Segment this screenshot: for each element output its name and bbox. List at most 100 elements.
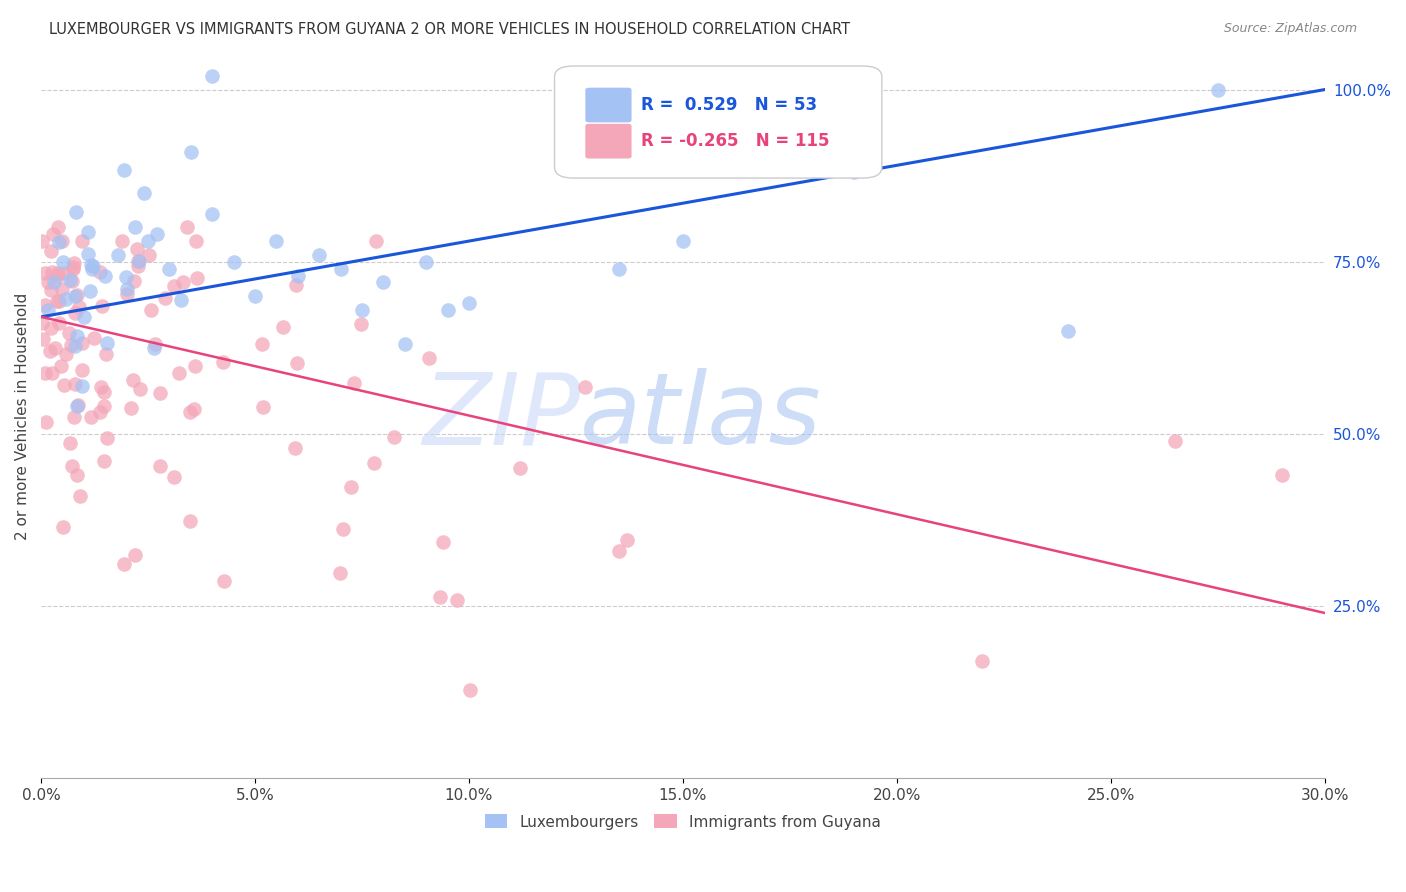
Point	[122, 274, 145, 288]
Point	[136, 234, 159, 248]
Point	[39, 244, 62, 258]
Point	[212, 574, 235, 589]
Point	[128, 253, 150, 268]
Point	[55, 292, 77, 306]
Point	[112, 163, 135, 178]
Point	[63, 377, 86, 392]
Point	[80, 258, 103, 272]
Point	[46, 269, 69, 284]
Point	[179, 405, 201, 419]
Point	[308, 248, 330, 262]
Point	[163, 470, 186, 484]
Point	[250, 337, 273, 351]
Point	[132, 186, 155, 200]
Point	[418, 351, 440, 366]
Point	[436, 302, 458, 317]
Point	[41, 320, 63, 334]
Point	[66, 288, 89, 302]
Point	[184, 234, 207, 248]
Point	[373, 276, 395, 290]
Point	[62, 256, 84, 270]
Point	[70, 234, 93, 248]
Point	[66, 399, 89, 413]
Point	[42, 227, 65, 242]
Point	[58, 326, 80, 340]
Point	[127, 253, 149, 268]
Point	[509, 461, 531, 475]
Point	[65, 289, 87, 303]
Point	[458, 296, 481, 310]
Point	[112, 558, 135, 572]
Legend: Luxembourgers, Immigrants from Guyana: Luxembourgers, Immigrants from Guyana	[478, 808, 887, 836]
Point	[243, 289, 266, 303]
Point	[124, 220, 146, 235]
Point	[183, 401, 205, 416]
Point	[77, 246, 100, 260]
Point	[48, 235, 70, 249]
Point	[139, 302, 162, 317]
Point	[285, 356, 308, 370]
Text: Source: ZipAtlas.com: Source: ZipAtlas.com	[1223, 22, 1357, 36]
Point	[138, 248, 160, 262]
Point	[80, 410, 103, 425]
Point	[170, 293, 193, 307]
Point	[284, 441, 307, 455]
Point	[63, 409, 86, 424]
Point	[46, 266, 69, 280]
Point	[79, 284, 101, 298]
Point	[285, 277, 308, 292]
Point	[574, 380, 596, 394]
Point	[42, 276, 65, 290]
Point	[31, 316, 53, 330]
Point	[340, 480, 363, 494]
Point	[67, 300, 90, 314]
Point	[41, 366, 63, 380]
Point	[446, 593, 468, 607]
Point	[70, 335, 93, 350]
Point	[222, 254, 245, 268]
FancyBboxPatch shape	[585, 87, 631, 122]
Point	[211, 354, 233, 368]
Point	[329, 261, 352, 276]
Point	[82, 261, 104, 276]
Point	[176, 220, 198, 235]
Point	[287, 268, 309, 283]
Point	[93, 453, 115, 467]
Point	[53, 377, 76, 392]
Point	[429, 590, 451, 604]
Point	[159, 261, 181, 276]
Point	[122, 372, 145, 386]
Text: LUXEMBOURGER VS IMMIGRANTS FROM GUYANA 2 OR MORE VEHICLES IN HOUSEHOLD CORRELATI: LUXEMBOURGER VS IMMIGRANTS FROM GUYANA 2…	[49, 22, 851, 37]
Point	[34, 266, 56, 280]
Point	[115, 286, 138, 301]
Point	[51, 234, 73, 248]
Point	[607, 544, 630, 558]
Point	[107, 248, 129, 262]
Point	[145, 227, 167, 242]
Point	[1271, 468, 1294, 483]
Point	[70, 362, 93, 376]
Point	[93, 399, 115, 413]
Point	[127, 259, 149, 273]
Point	[46, 220, 69, 235]
Point	[266, 234, 288, 248]
Point	[51, 254, 73, 268]
Point	[66, 468, 89, 483]
Point	[458, 682, 481, 697]
Point	[343, 376, 366, 390]
Point	[83, 330, 105, 344]
Point	[149, 459, 172, 474]
Point	[52, 519, 75, 533]
Point	[96, 336, 118, 351]
Point	[142, 341, 165, 355]
Point	[179, 515, 201, 529]
Y-axis label: 2 or more Vehicles in Household: 2 or more Vehicles in Household	[15, 293, 30, 541]
Text: atlas: atlas	[581, 368, 823, 466]
Point	[149, 385, 172, 400]
Point	[35, 415, 58, 429]
Point	[93, 384, 115, 399]
Point	[48, 293, 70, 308]
FancyBboxPatch shape	[554, 66, 882, 178]
Point	[167, 366, 190, 380]
Point	[65, 204, 87, 219]
